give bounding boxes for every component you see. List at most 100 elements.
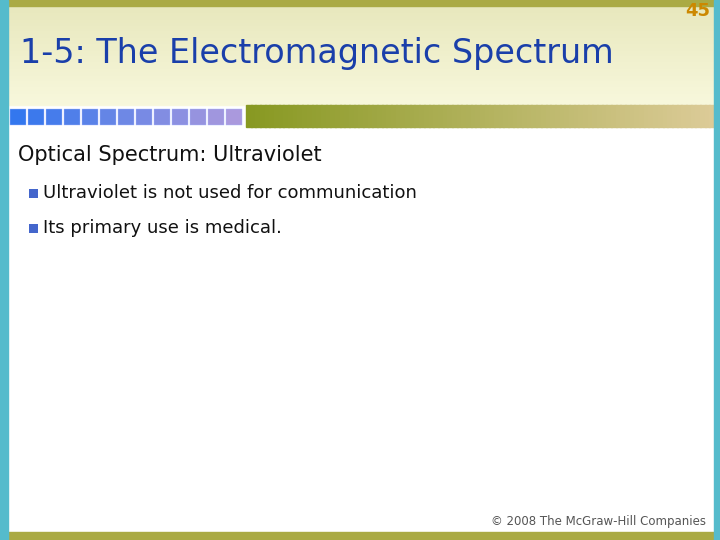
Bar: [359, 105, 364, 127]
Bar: [541, 105, 546, 127]
Bar: [471, 105, 477, 127]
Bar: [8, 31, 714, 34]
Bar: [634, 105, 640, 127]
Bar: [466, 105, 472, 127]
Bar: [8, 73, 714, 75]
Bar: [630, 105, 636, 127]
Bar: [593, 105, 598, 127]
Bar: [424, 105, 430, 127]
Bar: [82, 109, 98, 125]
Bar: [672, 105, 678, 127]
Bar: [480, 105, 486, 127]
Bar: [438, 105, 444, 127]
Bar: [550, 105, 556, 127]
Bar: [700, 105, 706, 127]
Bar: [8, 127, 714, 532]
Bar: [8, 55, 714, 57]
Bar: [559, 105, 565, 127]
Bar: [485, 105, 490, 127]
Bar: [8, 100, 714, 103]
Bar: [335, 105, 341, 127]
Bar: [172, 109, 188, 125]
Bar: [8, 75, 714, 77]
Bar: [8, 61, 714, 64]
Bar: [8, 81, 714, 84]
Bar: [387, 105, 392, 127]
Bar: [574, 105, 580, 127]
Bar: [330, 105, 336, 127]
Bar: [705, 105, 711, 127]
Bar: [260, 105, 266, 127]
Bar: [8, 96, 714, 98]
Bar: [8, 41, 714, 44]
Bar: [8, 46, 714, 49]
Bar: [8, 15, 714, 17]
Bar: [527, 105, 533, 127]
Bar: [8, 35, 714, 37]
Bar: [8, 36, 714, 39]
Bar: [190, 109, 206, 125]
Bar: [8, 18, 714, 21]
Bar: [0, 532, 720, 540]
Bar: [0, 0, 8, 540]
Bar: [8, 10, 714, 12]
Bar: [531, 105, 537, 127]
Bar: [653, 105, 659, 127]
Bar: [583, 105, 589, 127]
Bar: [100, 109, 116, 125]
Bar: [677, 105, 683, 127]
Bar: [8, 8, 714, 11]
Bar: [447, 105, 453, 127]
Bar: [8, 58, 714, 60]
Bar: [226, 109, 242, 125]
Bar: [208, 109, 224, 125]
Bar: [8, 28, 714, 31]
Bar: [513, 105, 518, 127]
Bar: [8, 17, 714, 19]
Bar: [8, 79, 714, 82]
Bar: [415, 105, 420, 127]
Bar: [288, 105, 294, 127]
Bar: [522, 105, 528, 127]
Bar: [499, 105, 505, 127]
Bar: [8, 69, 714, 72]
Bar: [400, 105, 406, 127]
Bar: [8, 39, 714, 42]
Bar: [325, 105, 331, 127]
Bar: [611, 105, 617, 127]
Bar: [256, 105, 261, 127]
Bar: [462, 105, 467, 127]
Bar: [494, 105, 500, 127]
Bar: [508, 105, 514, 127]
Bar: [8, 45, 714, 47]
Bar: [8, 14, 714, 16]
Bar: [284, 105, 289, 127]
Bar: [8, 86, 714, 89]
Bar: [686, 105, 692, 127]
Bar: [8, 53, 714, 56]
Bar: [377, 105, 383, 127]
Bar: [340, 105, 346, 127]
Bar: [8, 22, 714, 24]
Bar: [307, 105, 312, 127]
Bar: [297, 105, 303, 127]
Bar: [419, 105, 425, 127]
Bar: [616, 105, 621, 127]
Bar: [8, 5, 714, 8]
Bar: [382, 105, 387, 127]
Bar: [274, 105, 280, 127]
Bar: [644, 105, 649, 127]
Bar: [8, 59, 714, 62]
Bar: [452, 105, 458, 127]
Bar: [503, 105, 509, 127]
Bar: [662, 105, 668, 127]
Bar: [64, 109, 80, 125]
Bar: [8, 20, 714, 23]
Bar: [312, 105, 318, 127]
Text: Its primary use is medical.: Its primary use is medical.: [43, 219, 282, 237]
Bar: [410, 105, 415, 127]
Bar: [321, 105, 327, 127]
Bar: [391, 105, 397, 127]
Bar: [316, 105, 322, 127]
Bar: [456, 105, 462, 127]
